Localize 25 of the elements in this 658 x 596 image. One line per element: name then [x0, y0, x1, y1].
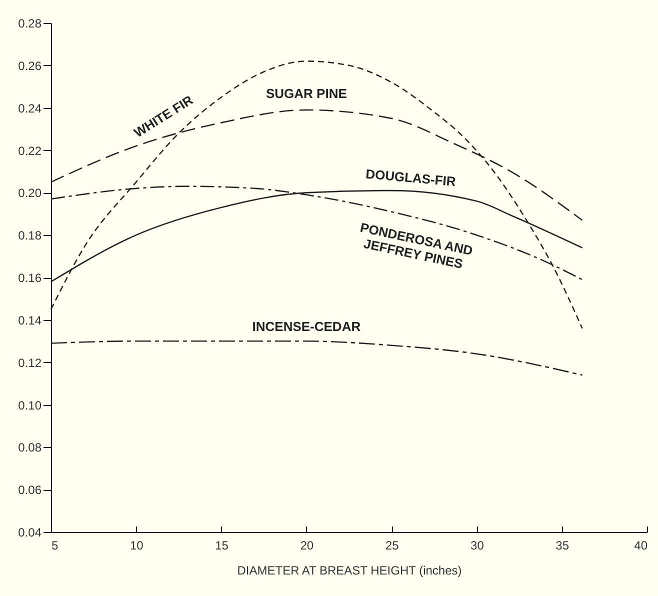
x-tick-label: 5 — [52, 538, 58, 552]
x-tick-label: 15 — [215, 538, 229, 552]
y-tick-label: 0.16 — [18, 271, 42, 285]
y-tick-label: 0.06 — [18, 483, 42, 498]
y-tick-label: 0.10 — [18, 398, 42, 412]
y-tick-label: 0.22 — [18, 144, 42, 158]
y-tick-label: 0.26 — [18, 58, 42, 73]
x-tick-label: 10 — [130, 538, 144, 552]
y-tick-label: 0.04 — [18, 526, 42, 540]
y-tick-label: 0.24 — [18, 101, 42, 116]
x-tick-label: 35 — [556, 538, 570, 552]
series-label: DOUGLAS-FIR — [365, 166, 457, 190]
y-tick-label: 0.12 — [18, 356, 42, 370]
x-tick-label: 40 — [634, 538, 648, 552]
series-label: INCENSE-CEDAR — [252, 319, 362, 334]
y-tick-label: 0.08 — [18, 440, 42, 455]
x-tick-label: 25 — [385, 538, 400, 552]
x-axis-title: DIAMETER AT BREAST HEIGHT (inches) — [237, 564, 462, 578]
series-label: SUGAR PINE — [266, 86, 348, 101]
y-tick-label: 0.14 — [18, 313, 42, 328]
y-tick-label: 0.18 — [18, 228, 42, 243]
y-tick-label: 0.20 — [18, 186, 42, 200]
x-tick-label: 30 — [470, 538, 484, 552]
y-tick-label: 0.28 — [18, 16, 42, 30]
x-tick-label: 20 — [300, 538, 314, 552]
